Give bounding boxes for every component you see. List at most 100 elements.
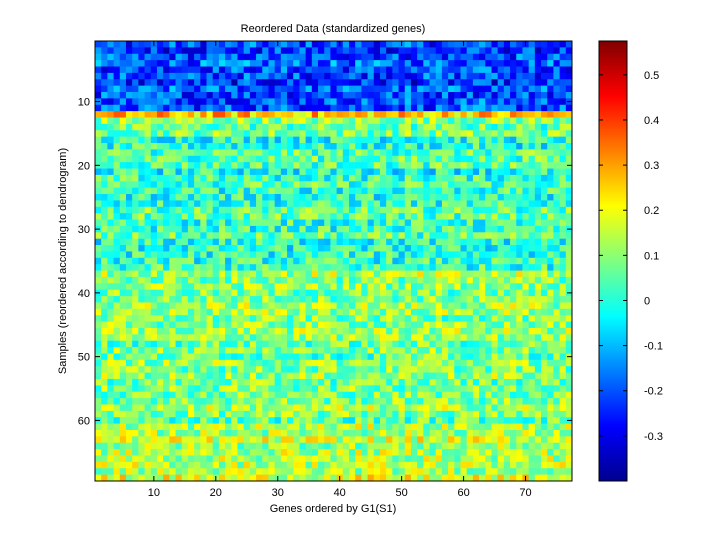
heatmap-cell <box>336 251 344 259</box>
heatmap-cell <box>113 187 121 195</box>
heatmap-cell <box>435 194 443 201</box>
heatmap-cell <box>274 238 282 246</box>
heatmap-cell <box>379 213 387 220</box>
heatmap-cell <box>125 98 133 106</box>
heatmap-cell <box>348 41 356 48</box>
heatmap-cell <box>373 92 381 99</box>
heatmap-cell <box>231 391 238 399</box>
heatmap-cell <box>132 60 139 67</box>
heatmap-cell <box>194 315 201 322</box>
heatmap-cell <box>497 92 505 99</box>
heatmap-cell <box>435 60 443 67</box>
heatmap-cell <box>187 289 195 297</box>
heatmap-cell <box>200 327 207 335</box>
heatmap-cell <box>150 213 158 220</box>
heatmap-cell <box>262 289 269 297</box>
heatmap-cell <box>435 359 443 367</box>
heatmap-cell <box>516 213 523 220</box>
heatmap-cell <box>398 257 406 265</box>
heatmap-cell <box>541 410 548 418</box>
heatmap-cell <box>485 308 492 316</box>
heatmap-cell <box>355 206 362 214</box>
heatmap-cell <box>138 219 145 227</box>
heatmap-cell <box>175 194 183 201</box>
heatmap-cell <box>534 270 542 278</box>
heatmap-cell <box>212 117 220 125</box>
heatmap-cell <box>454 104 461 112</box>
heatmap-cell <box>410 366 418 373</box>
heatmap-cell <box>441 143 449 150</box>
heatmap-cell <box>547 283 554 291</box>
heatmap-cell <box>472 136 480 144</box>
heatmap-cell <box>398 162 406 169</box>
heatmap-cell <box>336 385 344 393</box>
heatmap-cell <box>367 47 375 55</box>
heatmap-cell <box>386 149 393 157</box>
heatmap-cell <box>541 206 548 214</box>
heatmap-cell <box>194 79 201 87</box>
heatmap-cell <box>565 302 573 310</box>
heatmap-cell <box>336 232 344 240</box>
heatmap-cell <box>522 181 530 189</box>
heatmap-cell <box>404 340 412 348</box>
heatmap-cell <box>417 410 424 418</box>
heatmap-cell <box>274 187 282 195</box>
heatmap-cell <box>522 378 530 386</box>
heatmap-cell <box>355 251 362 259</box>
heatmap-cell <box>355 378 362 386</box>
heatmap-cell <box>553 162 561 169</box>
heatmap-cell <box>379 436 387 444</box>
heatmap-cell <box>330 385 337 393</box>
heatmap-cell <box>348 117 356 125</box>
heatmap-cell <box>522 315 530 322</box>
heatmap-cell <box>528 340 536 348</box>
heatmap-cell <box>373 238 381 246</box>
heatmap-cell <box>435 404 443 412</box>
heatmap-cell <box>541 41 548 48</box>
heatmap-cell <box>144 429 152 437</box>
heatmap-cell <box>460 181 468 189</box>
heatmap-cell <box>516 219 523 227</box>
heatmap-cell <box>398 359 406 367</box>
heatmap-cell <box>503 92 511 99</box>
heatmap-cell <box>268 168 276 176</box>
heatmap-cell <box>392 417 399 425</box>
heatmap-cell <box>485 257 492 265</box>
heatmap-cell <box>441 92 449 99</box>
heatmap-cell <box>528 53 536 61</box>
heatmap-cell <box>268 85 276 93</box>
heatmap-cell <box>138 359 145 367</box>
heatmap-cell <box>367 41 375 48</box>
heatmap-cell <box>206 270 214 278</box>
heatmap-cell <box>268 117 276 125</box>
heatmap-cell <box>268 398 276 405</box>
heatmap-cell <box>138 353 145 361</box>
heatmap-cell <box>101 66 108 74</box>
heatmap-cell <box>355 340 362 348</box>
heatmap-cell <box>274 283 282 291</box>
heatmap-cell <box>256 136 263 144</box>
heatmap-cell <box>541 321 548 329</box>
heatmap-cell <box>491 308 499 316</box>
heatmap-cell <box>522 143 530 150</box>
heatmap-cell <box>212 213 220 220</box>
heatmap-cell <box>423 417 430 425</box>
heatmap-cell <box>311 92 319 99</box>
heatmap-cell <box>392 213 399 220</box>
heatmap-cell <box>454 429 461 437</box>
heatmap-cell <box>392 187 399 195</box>
heatmap-cell <box>163 168 170 176</box>
heatmap-cell <box>119 41 127 48</box>
heatmap-cell <box>454 359 461 367</box>
heatmap-cell <box>355 429 362 437</box>
heatmap-cell <box>342 104 350 112</box>
heatmap-cell <box>454 136 461 144</box>
heatmap-cell <box>466 398 474 405</box>
heatmap-cell <box>454 404 461 412</box>
heatmap-cell <box>423 308 430 316</box>
heatmap-cell <box>541 404 548 412</box>
heatmap-cell <box>355 334 362 342</box>
heatmap-cell <box>448 289 455 297</box>
heatmap-cell <box>113 41 121 48</box>
heatmap-cell <box>138 130 145 138</box>
